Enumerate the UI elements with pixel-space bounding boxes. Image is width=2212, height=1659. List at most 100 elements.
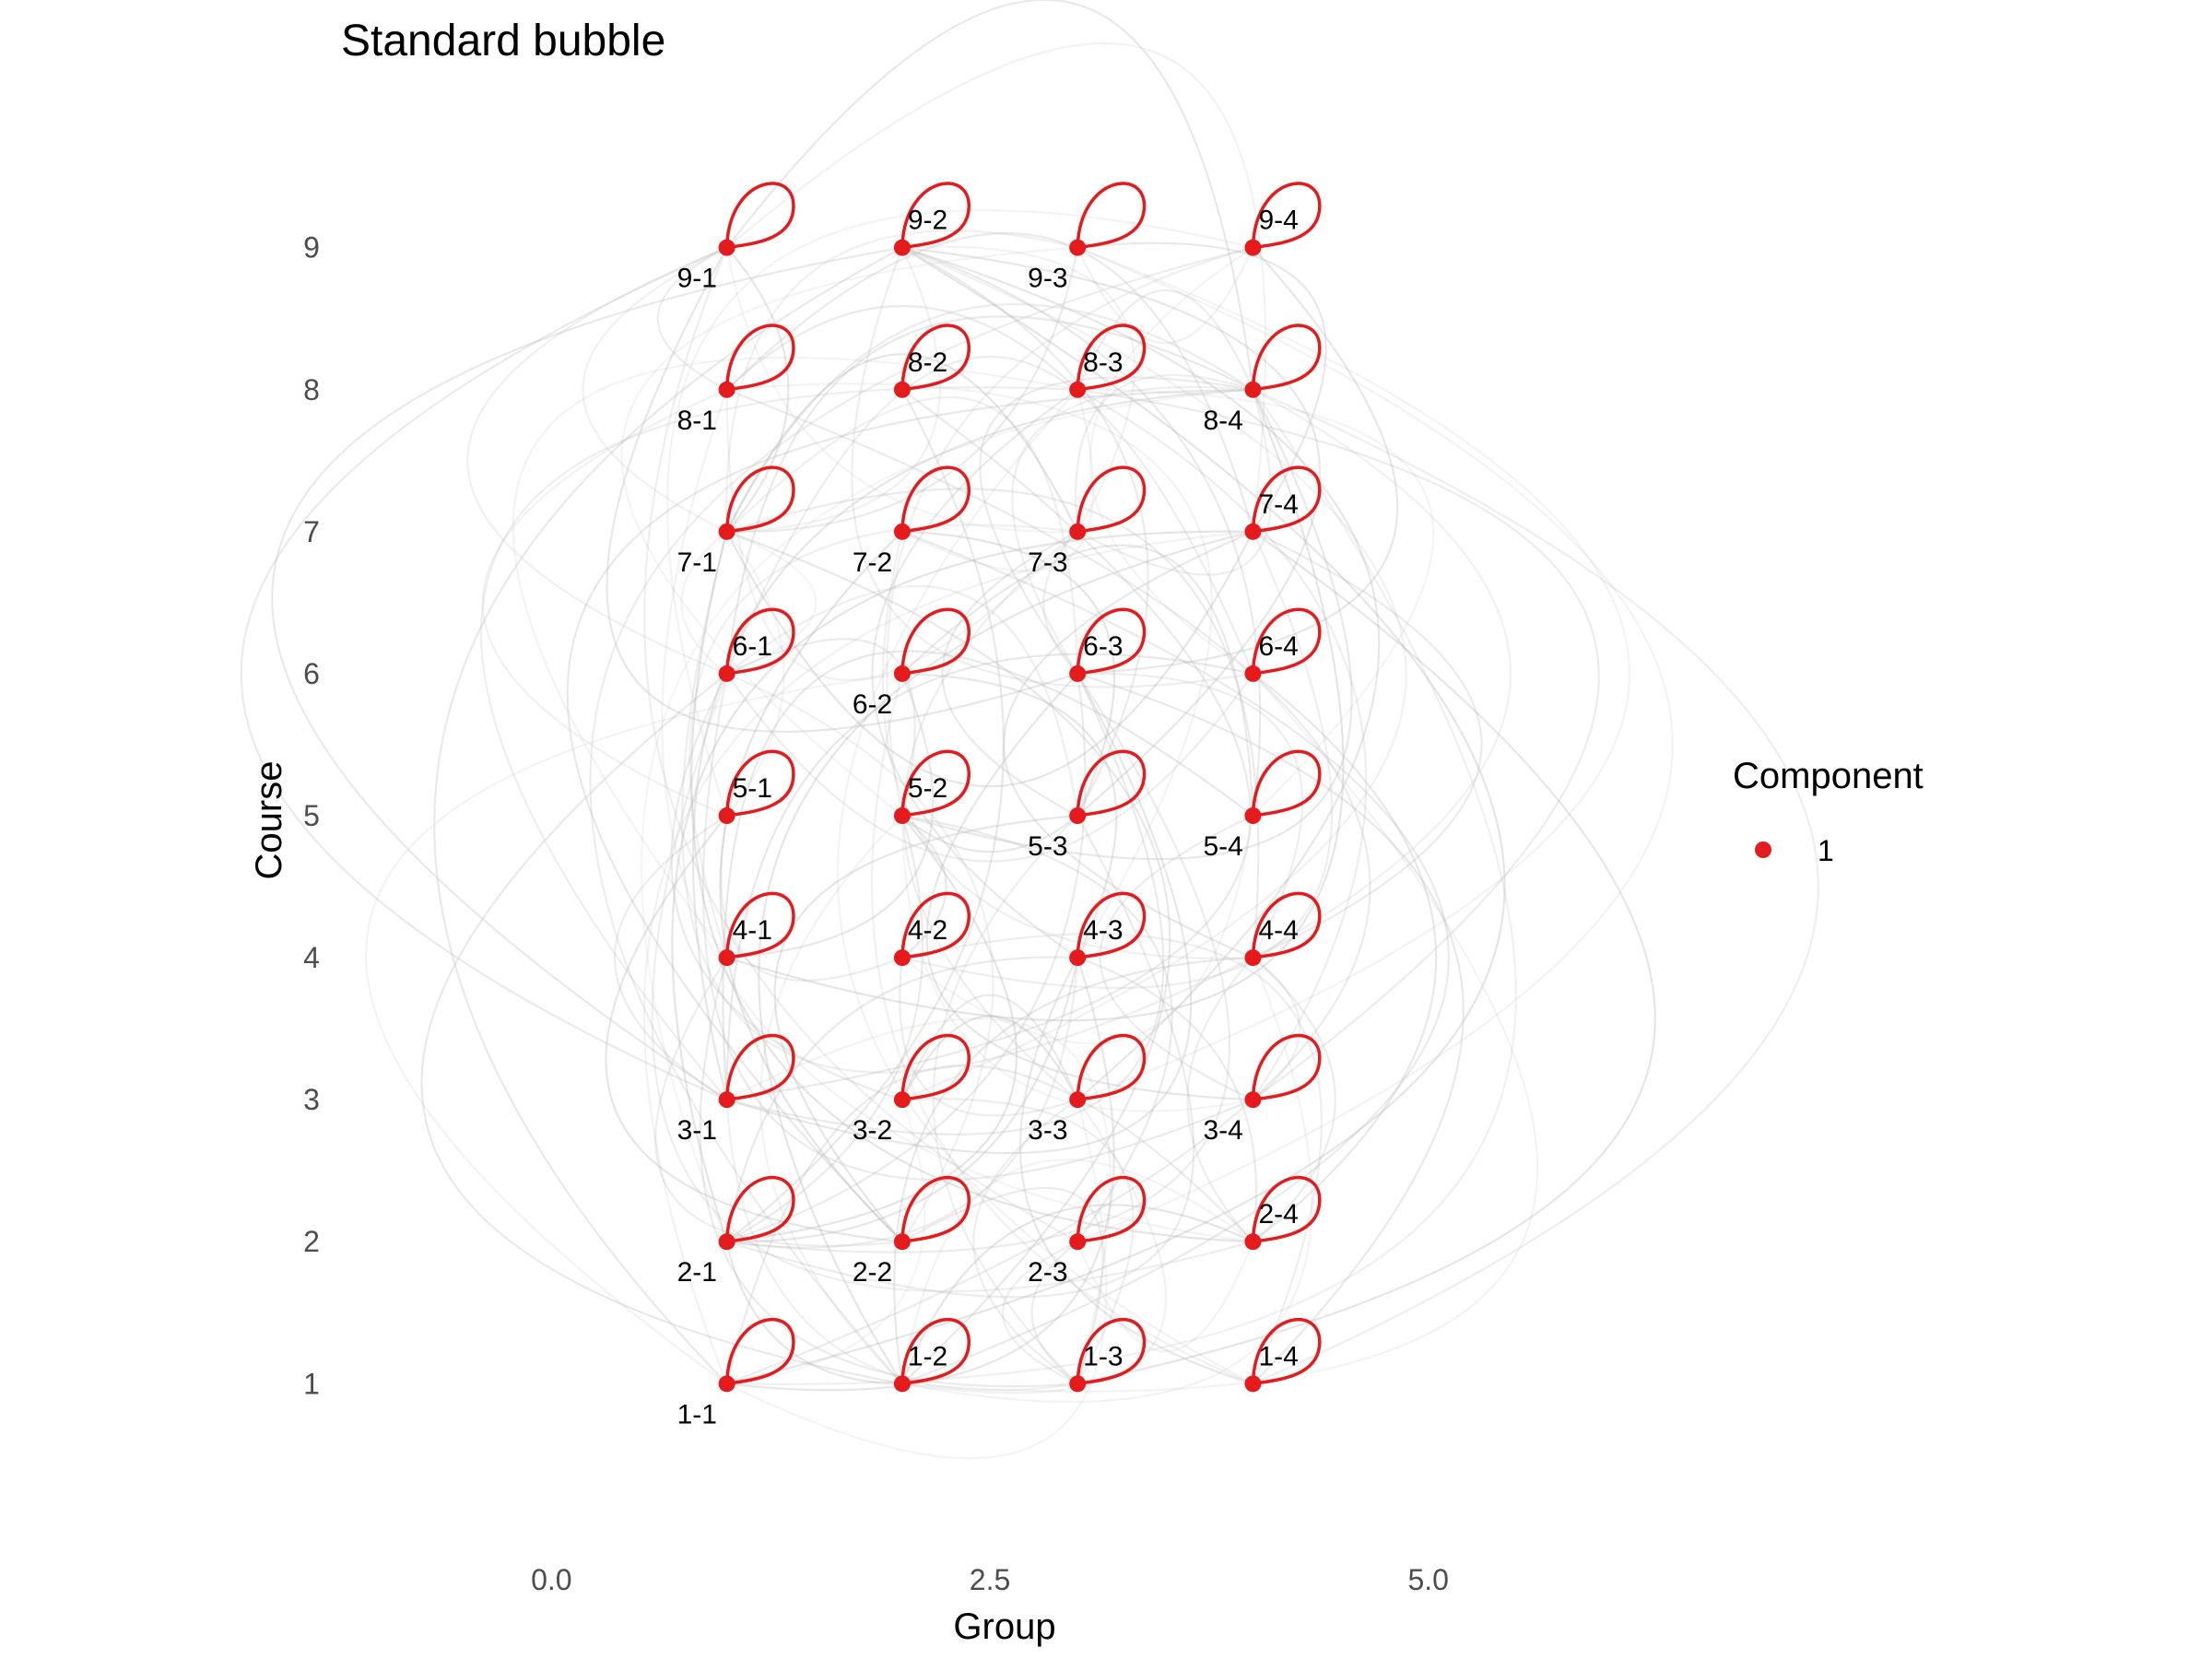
node-label-layer: 1-1 1-2 1-3 1-4 2-1 2-2 2-3 2-4 3-1 3-2 3-3 3-4 4-1 4… xyxy=(677,206,1299,1430)
network-edge xyxy=(1077,246,1674,1243)
network-edge xyxy=(725,247,1078,534)
node-label: 8-1 xyxy=(677,406,717,436)
legend-swatch xyxy=(1755,841,1771,858)
self-loop xyxy=(1076,1033,1147,1101)
network-edge xyxy=(614,815,728,1101)
network-edge xyxy=(726,388,1371,1385)
network-edge xyxy=(726,673,1165,1135)
network-edge xyxy=(901,389,1095,572)
self-loop xyxy=(1251,749,1322,818)
network-edge xyxy=(1077,388,1368,1100)
x-axis-title: Group xyxy=(953,1606,1055,1647)
network-edge xyxy=(1252,388,1819,1385)
node-point xyxy=(1244,1375,1262,1393)
node-label: 1-1 xyxy=(677,1399,717,1430)
network-edge xyxy=(725,41,1267,532)
node-label: 5-1 xyxy=(733,773,772,804)
network-edge xyxy=(726,530,1171,1385)
network-edge xyxy=(1077,246,1630,1101)
node-point xyxy=(893,807,911,824)
network-edge xyxy=(480,386,1078,1100)
network-edge xyxy=(901,815,1254,1045)
network-edge xyxy=(900,1159,1254,1384)
node-label: 8-4 xyxy=(1203,406,1242,436)
network-edge xyxy=(725,356,1254,675)
network-edge xyxy=(901,815,1078,853)
network-edge xyxy=(680,530,728,675)
network-edge xyxy=(1042,531,1078,675)
network-edge xyxy=(656,246,728,391)
node-point xyxy=(1244,665,1262,682)
network-edge xyxy=(271,246,903,1101)
network-edge xyxy=(726,382,1213,959)
network-edge xyxy=(851,247,1253,688)
network-edge xyxy=(726,957,1079,1243)
self-loop xyxy=(900,182,971,250)
self-loop xyxy=(724,1317,795,1386)
network-edge xyxy=(725,229,1078,532)
network-edge xyxy=(725,395,1079,674)
node-layer xyxy=(718,239,1262,1393)
network-edge xyxy=(893,956,1253,1384)
chart-title: Standard bubble xyxy=(341,17,665,65)
network-edge xyxy=(654,957,902,1247)
network-edge xyxy=(420,673,903,1385)
network-edge xyxy=(725,1065,1254,1384)
network-edge xyxy=(725,531,1254,788)
network-edge xyxy=(899,957,1078,1117)
network-edge xyxy=(1077,388,1435,817)
network-edge xyxy=(901,815,947,959)
network-edge xyxy=(1011,385,1253,675)
x-axis-ticks: 0.0 2.5 5.0 xyxy=(531,1563,1449,1596)
network-edge xyxy=(725,956,1078,1242)
node-label: 2-1 xyxy=(677,1257,717,1288)
self-loop xyxy=(1251,1033,1322,1101)
network-edge xyxy=(726,388,1252,1101)
node-point xyxy=(893,665,911,682)
y-tick-label: 1 xyxy=(303,1367,320,1400)
network-edge xyxy=(701,673,1253,1182)
node-point xyxy=(1244,807,1262,824)
network-edge xyxy=(1186,957,1254,1242)
self-loop xyxy=(900,324,971,392)
network-edge xyxy=(901,530,1116,817)
y-axis-ticks: 1 2 3 4 5 6 7 8 9 xyxy=(303,231,320,1401)
network-edge xyxy=(1252,388,1512,959)
network-edge xyxy=(726,389,1345,1022)
network-edge xyxy=(925,673,1253,1101)
self-loop xyxy=(1076,1175,1147,1243)
network-edge xyxy=(1077,389,1273,576)
self-loop xyxy=(900,749,971,818)
network-edge xyxy=(901,1098,1135,1384)
network-edge xyxy=(725,0,1254,390)
self-loop xyxy=(1251,1317,1322,1386)
node-point xyxy=(718,381,735,398)
network-edge xyxy=(726,488,1260,959)
network-edge xyxy=(690,531,1253,1243)
node-point xyxy=(893,1233,911,1251)
y-tick-label: 3 xyxy=(303,1083,320,1116)
node-label: 2-4 xyxy=(1258,1199,1298,1230)
node-point xyxy=(1069,949,1087,967)
network-edge xyxy=(1077,241,1327,533)
network-edge xyxy=(1252,957,1336,1243)
node-point xyxy=(893,239,911,256)
self-loop xyxy=(1251,891,1322,959)
network-edge xyxy=(365,672,903,1385)
x-tick-label: 0.0 xyxy=(531,1563,571,1596)
self-loop xyxy=(900,465,971,534)
network-edge xyxy=(1252,530,1483,959)
network-edge xyxy=(726,246,1506,1385)
network-edge xyxy=(1001,1241,1078,1385)
network-edge xyxy=(725,315,1253,675)
node-point xyxy=(718,1375,735,1393)
network-edge xyxy=(1030,1241,1078,1385)
network-edge xyxy=(620,246,1078,817)
self-loop xyxy=(724,182,795,250)
node-label: 5-2 xyxy=(908,773,947,804)
y-tick-label: 8 xyxy=(303,373,320,406)
network-edge xyxy=(726,247,1079,533)
self-loop xyxy=(1251,324,1322,392)
network-edge xyxy=(671,530,1253,1242)
network-edge xyxy=(901,673,1539,1393)
